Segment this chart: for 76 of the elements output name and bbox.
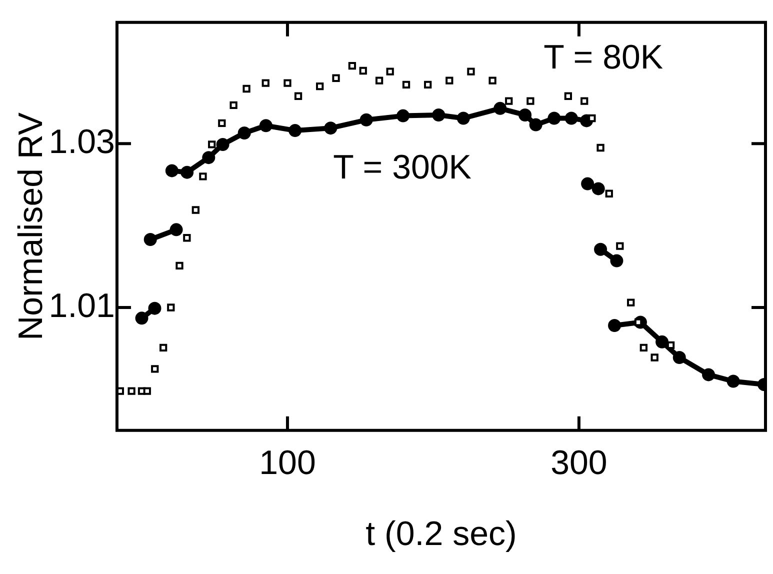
point (505, 97, 513, 105)
point (640, 344, 648, 352)
x-tick-label: 100 (259, 444, 316, 482)
point (143, 387, 151, 395)
point (456, 112, 470, 125)
point (216, 138, 230, 151)
point (151, 365, 159, 373)
y-tick-label: 1.03 (48, 123, 115, 162)
annotation: T = 300K (333, 148, 472, 187)
point (284, 79, 292, 87)
point (564, 112, 578, 125)
point (650, 354, 658, 362)
point (180, 166, 194, 179)
point (580, 97, 588, 105)
point (202, 151, 216, 164)
point (610, 254, 624, 268)
point (148, 302, 162, 315)
point (518, 108, 532, 122)
point (396, 109, 410, 122)
point (262, 79, 270, 87)
point (135, 312, 148, 325)
point (144, 233, 157, 246)
point (596, 144, 604, 152)
point (432, 108, 446, 122)
y-tick-label: 1.01 (48, 286, 115, 325)
point (199, 172, 207, 180)
point (494, 102, 507, 115)
point (594, 242, 608, 256)
point (588, 114, 596, 122)
point (359, 66, 367, 75)
point (446, 76, 454, 84)
point (159, 344, 168, 352)
point (259, 119, 272, 132)
point (183, 234, 191, 242)
point (165, 164, 178, 178)
point (548, 112, 561, 125)
x-tick-label: 300 (550, 444, 608, 482)
point (726, 374, 740, 388)
point (288, 124, 302, 138)
point (608, 319, 622, 332)
x-axis-title: t (0.2 sec) (366, 514, 517, 553)
point (467, 68, 475, 76)
point (218, 119, 226, 127)
point (592, 182, 605, 196)
point (360, 113, 373, 126)
point (294, 92, 302, 100)
point (605, 190, 613, 198)
point (656, 335, 669, 348)
annotation: T = 80K (544, 38, 664, 76)
point (375, 76, 384, 84)
point (627, 298, 635, 306)
point (238, 126, 251, 140)
point (316, 82, 324, 90)
point (348, 62, 356, 70)
point (488, 76, 496, 84)
point (208, 140, 216, 148)
point (526, 97, 534, 105)
point (242, 84, 250, 93)
point (324, 122, 338, 135)
point (529, 118, 542, 132)
point (128, 387, 136, 395)
point (230, 101, 238, 109)
point (672, 350, 686, 364)
y-axis-title: Normalised RV (12, 112, 50, 340)
point (424, 80, 432, 88)
point (616, 242, 624, 250)
point (564, 92, 572, 100)
point (192, 206, 200, 214)
point (332, 74, 340, 82)
point (402, 80, 410, 88)
point (167, 304, 175, 312)
point (702, 368, 716, 382)
point (170, 223, 183, 236)
point (581, 177, 594, 190)
point (386, 68, 394, 76)
point (176, 262, 184, 270)
